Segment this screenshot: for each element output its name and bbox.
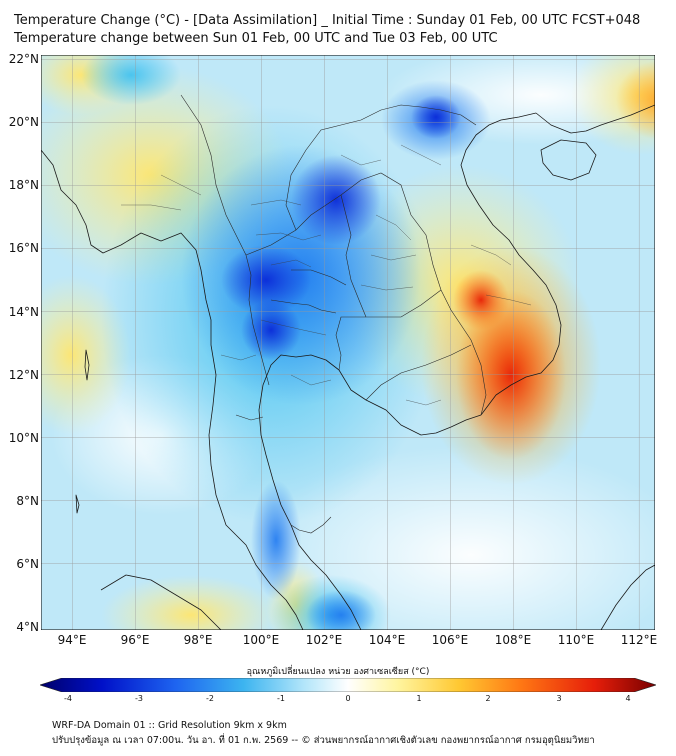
lon-label: 106°E: [431, 633, 469, 647]
lat-label: 20°N: [8, 115, 39, 129]
colorbar-bar: [40, 678, 656, 692]
map-title: Temperature Change (°C) - [Data Assimila…: [14, 13, 641, 28]
colorbar-tick: 0: [345, 694, 351, 703]
colorbar: [40, 678, 656, 692]
lon-label: 112°E: [620, 633, 658, 647]
lon-label: 102°E: [305, 633, 343, 647]
temperature-field-shading: [41, 55, 655, 630]
lat-label: 18°N: [8, 178, 39, 192]
colorbar-tick: 4: [625, 694, 631, 703]
lat-label: 6°N: [16, 557, 39, 571]
lon-label: 96°E: [120, 633, 150, 647]
colorbar-tick: 2: [485, 694, 491, 703]
lat-label: 4°N: [16, 620, 39, 634]
country-borders: [180, 94, 487, 534]
lon-label: 104°E: [368, 633, 406, 647]
graticule: [41, 55, 655, 630]
colorbar-tick: -1: [277, 694, 285, 703]
colorbar-tick: 1: [416, 694, 422, 703]
lon-label: 110°E: [557, 633, 595, 647]
lon-label: 98°E: [183, 633, 213, 647]
colorbar-title: อุณหภูมิเปลี่ยนแปลง หน่วย องศาเซลเซียส (…: [246, 667, 430, 677]
colorbar-tick: -4: [64, 694, 72, 703]
lat-label: 12°N: [8, 368, 39, 382]
coastlines: [41, 104, 655, 630]
lat-label: 8°N: [16, 494, 39, 508]
footer-model-info: WRF-DA Domain 01 :: Grid Resolution 9km …: [52, 720, 287, 731]
colorbar-tick: 3: [556, 694, 562, 703]
lat-label: 14°N: [8, 305, 39, 319]
lat-label: 22°N: [8, 52, 39, 66]
map-subtitle: Temperature change between Sun 01 Feb, 0…: [14, 31, 498, 46]
province-boundaries: [121, 144, 532, 406]
colorbar-tick: -3: [135, 694, 143, 703]
lat-label: 10°N: [8, 431, 39, 445]
lat-label: 16°N: [8, 241, 39, 255]
lon-label: 100°E: [242, 633, 280, 647]
lon-label: 108°E: [494, 633, 532, 647]
lon-label: 94°E: [57, 633, 87, 647]
temperature-change-map: [41, 55, 655, 630]
colorbar-tick: -2: [206, 694, 214, 703]
footer-credit: ปรับปรุงข้อมูล ณ เวลา 07:00น. วัน อา. ที…: [52, 735, 595, 746]
